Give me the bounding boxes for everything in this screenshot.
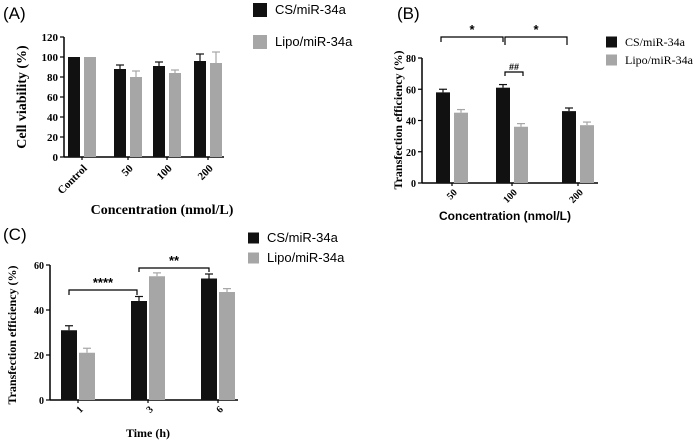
significance-label: **** xyxy=(93,275,114,290)
x-tick-label: 100 xyxy=(501,187,519,205)
y-axis-label: Transfection efficiency (%) xyxy=(391,50,405,189)
bar-lipo-mir-34a-3 xyxy=(149,276,165,400)
legend-entry: Lipo/miR-34a xyxy=(625,53,694,67)
y-tick-label: 0 xyxy=(53,152,59,164)
legend-entry: Lipo/miR-34a xyxy=(275,34,353,49)
x-tick-label: 50 xyxy=(445,187,460,202)
legend-entry: CS/miR-34a xyxy=(625,35,686,49)
x-axis-label: Concentration (nmol/L) xyxy=(91,203,234,218)
bar-lipo-mir-34a-200 xyxy=(210,63,222,157)
y-tick-label: 0 xyxy=(39,396,44,407)
x-tick-label: 50 xyxy=(120,162,137,179)
bar-lipo-mir-34a-50 xyxy=(454,112,468,183)
bar-lipo-mir-34a-50 xyxy=(130,77,142,157)
legend-swatch xyxy=(253,3,267,17)
significance-bracket xyxy=(440,36,504,42)
x-tick-label: 6 xyxy=(214,404,225,415)
y-tick-label: 0 xyxy=(411,179,416,190)
bar-cs-mir-34a-1 xyxy=(61,330,77,400)
bar-lipo-mir-34a-100 xyxy=(514,126,528,183)
y-tick-label: 80 xyxy=(406,54,416,65)
panel-label: (C) xyxy=(3,225,27,244)
y-tick-label: 20 xyxy=(34,351,44,362)
bar-cs-mir-34a-6 xyxy=(201,278,217,400)
significance-bracket xyxy=(504,36,568,45)
x-tick-label: 100 xyxy=(155,162,176,183)
bar-lipo-mir-34a-100 xyxy=(169,73,181,157)
legend-swatch xyxy=(606,54,617,66)
bar-cs-mir-34a-50 xyxy=(114,69,126,157)
y-tick-label: 20 xyxy=(47,132,59,144)
x-tick-label: Control xyxy=(56,163,90,197)
significance-label: * xyxy=(469,22,475,37)
bar-lipo-mir-34a-6 xyxy=(219,292,235,400)
panel-label: (A) xyxy=(3,4,26,23)
bar-lipo-mir-34a-200 xyxy=(580,125,594,183)
y-tick-label: 120 xyxy=(42,32,59,44)
y-tick-label: 60 xyxy=(34,261,44,272)
panel-label: (B) xyxy=(397,4,420,23)
significance-label: * xyxy=(533,22,539,37)
bar-lipo-mir-34a-1 xyxy=(79,352,95,400)
legend-entry: Lipo/miR-34a xyxy=(267,250,345,265)
bar-cs-mir-34a-50 xyxy=(436,92,450,183)
bar-cs-mir-34a-200 xyxy=(194,61,206,157)
y-tick-label: 40 xyxy=(406,117,416,128)
legend-swatch xyxy=(606,36,617,48)
chart-panel-1: (A) 0 20 40 60 80 100 120 Control 50 100 200 Cell vi… xyxy=(3,2,353,218)
x-tick-label: 200 xyxy=(196,162,217,183)
significance-bracket xyxy=(138,267,210,272)
bar-lipo-mir-34a-control xyxy=(84,57,96,157)
x-tick-label: 1 xyxy=(74,404,85,415)
chart-panel-3: (C) 0 20 40 60 1 3 6 Transfection efficiency (%)… xyxy=(3,225,345,440)
bar-cs-mir-34a-3 xyxy=(131,301,147,400)
bar-cs-mir-34a-control xyxy=(68,57,80,157)
x-axis-label: Time (h) xyxy=(126,426,170,440)
legend-swatch xyxy=(248,232,259,244)
x-axis-label: Concentration (nmol/L) xyxy=(439,209,571,223)
y-tick-label: 20 xyxy=(406,148,416,159)
bar-cs-mir-34a-200 xyxy=(562,111,576,183)
legend-entry: CS/miR-34a xyxy=(267,230,339,245)
y-tick-label: 100 xyxy=(42,52,59,64)
significance-bracket xyxy=(68,289,138,295)
y-tick-label: 40 xyxy=(34,306,44,317)
y-tick-label: 60 xyxy=(406,85,416,96)
significance-label: ## xyxy=(509,62,519,72)
legend-swatch xyxy=(253,35,267,49)
bar-cs-mir-34a-100 xyxy=(153,66,165,157)
chart-panel-2: (B) 0 20 40 60 80 50 100 200 Transfection efficie… xyxy=(391,4,694,223)
y-axis-label: Cell viability (%) xyxy=(15,45,30,149)
significance-bracket xyxy=(504,71,524,76)
x-tick-label: 3 xyxy=(144,404,155,415)
x-tick-label: 200 xyxy=(567,187,585,205)
y-tick-label: 40 xyxy=(47,112,59,124)
legend-entry: CS/miR-34a xyxy=(275,2,347,17)
legend-swatch xyxy=(248,252,259,264)
y-axis-label: Transfection efficiency (%) xyxy=(5,265,19,404)
bar-cs-mir-34a-100 xyxy=(496,87,510,183)
y-tick-label: 80 xyxy=(47,72,59,84)
significance-label: ** xyxy=(169,253,180,268)
y-tick-label: 60 xyxy=(47,92,59,104)
